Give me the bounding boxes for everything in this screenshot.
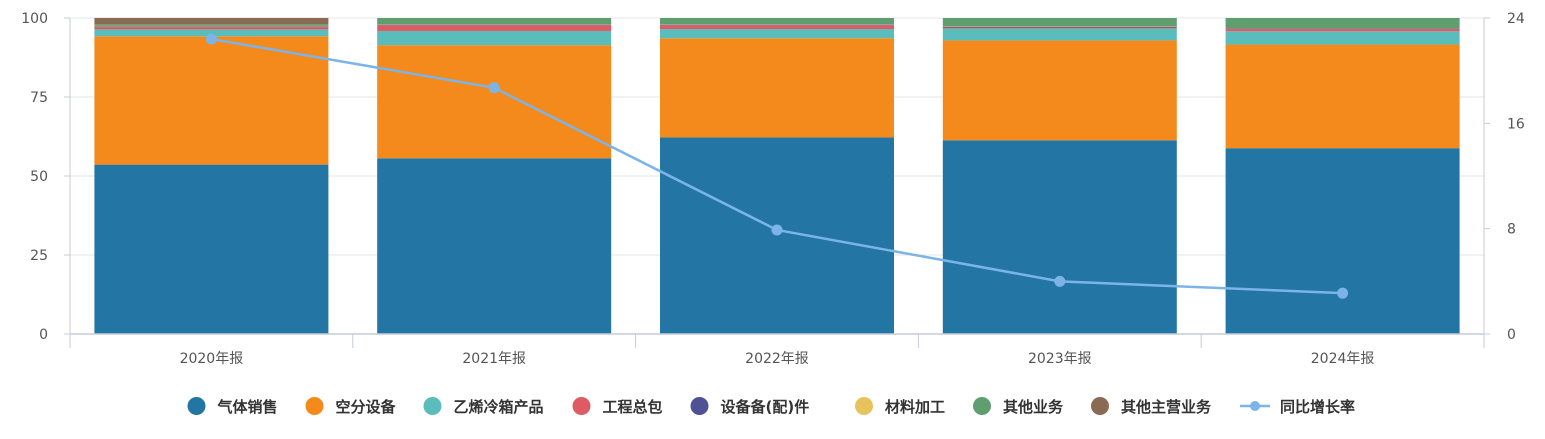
bar-segment[interactable]	[1225, 28, 1460, 30]
legend-label: 其他主营业务	[1121, 398, 1212, 416]
legend-item[interactable]: 空分设备	[305, 397, 397, 416]
legend-marker-icon	[572, 397, 591, 415]
bar-segment[interactable]	[94, 24, 329, 26]
legend-item[interactable]: 工程总包	[572, 397, 663, 416]
bar-segment[interactable]	[377, 18, 612, 25]
growth-rate-point[interactable]	[1054, 275, 1066, 287]
bar-segment[interactable]	[94, 26, 329, 28]
x-tick-label: 2022年报	[745, 351, 809, 367]
bar-segment[interactable]	[377, 30, 612, 46]
growth-rate-point[interactable]	[1337, 287, 1349, 299]
bar-segment[interactable]	[660, 24, 894, 26]
legend-item[interactable]: 乙烯冷箱产品	[423, 397, 544, 416]
bar-segment[interactable]	[1225, 18, 1460, 29]
bar-segment[interactable]	[94, 29, 329, 37]
bar-segment[interactable]	[377, 25, 612, 31]
growth-rate-point[interactable]	[205, 33, 217, 45]
legend-label: 乙烯冷箱产品	[454, 398, 544, 416]
bar-segment[interactable]	[942, 140, 1177, 334]
bar-segment[interactable]	[942, 27, 1177, 29]
legend-item[interactable]: 气体销售	[187, 397, 278, 416]
bar-segment[interactable]	[942, 28, 1177, 41]
bar-segment[interactable]	[1225, 31, 1460, 45]
legend-marker-icon	[973, 397, 991, 415]
bar-segment[interactable]	[942, 40, 1177, 141]
legend-item[interactable]: 同比增长率	[1240, 398, 1355, 416]
legend-label: 工程总包	[603, 398, 663, 416]
legend-marker-icon	[1091, 397, 1109, 415]
legend-marker-icon	[423, 397, 442, 415]
growth-rate-point[interactable]	[771, 224, 783, 236]
y-right-tick-label: 8	[1507, 222, 1516, 238]
growth-rate-line-group	[205, 33, 1349, 299]
legend-marker-icon	[855, 397, 873, 415]
bar-segment[interactable]	[942, 18, 1177, 27]
y-right-tick-label: 0	[1507, 327, 1516, 343]
legend-label: 设备备(配)件	[721, 398, 810, 416]
legend-item[interactable]: 设备备(配)件	[690, 397, 810, 416]
bar-segment[interactable]	[94, 25, 329, 27]
bar-segment[interactable]	[377, 24, 612, 26]
bar-segment[interactable]	[94, 27, 329, 30]
legend-label: 空分设备	[336, 398, 397, 416]
bar-segment[interactable]	[660, 38, 894, 138]
y-left-tick-label: 25	[30, 248, 48, 264]
bar-segment[interactable]	[94, 36, 329, 165]
legend-item[interactable]: 其他业务	[973, 397, 1064, 416]
legend-marker-icon	[305, 397, 324, 415]
bar-segment[interactable]	[660, 29, 894, 39]
legend-label: 材料加工	[885, 398, 945, 416]
y-right-tick-label: 24	[1507, 11, 1525, 27]
y-left-tick-label: 0	[39, 327, 48, 343]
x-tick-label: 2023年报	[1028, 351, 1092, 367]
y-right-tick-label: 16	[1507, 116, 1525, 132]
bar-segment[interactable]	[94, 164, 329, 334]
x-tick-label: 2024年报	[1311, 351, 1375, 367]
x-tick-label: 2020年报	[180, 351, 244, 367]
legend-item[interactable]: 材料加工	[855, 397, 945, 416]
legend-item[interactable]: 其他主营业务	[1091, 397, 1212, 416]
bar-series-group	[94, 18, 1460, 334]
x-tick-label: 2021年报	[462, 351, 526, 367]
bar-segment[interactable]	[660, 18, 894, 25]
bar-segment[interactable]	[942, 26, 1177, 28]
bar-segment[interactable]	[1225, 44, 1460, 149]
legend-label: 气体销售	[217, 398, 278, 416]
axes-group: 2020年报 2021年报 2022年报 2023年报 2024年报 0 25 50 75 100…	[21, 11, 1525, 367]
legend-label: 同比增长率	[1280, 398, 1355, 416]
bar-segment[interactable]	[377, 158, 612, 334]
bar-segment[interactable]	[1225, 148, 1460, 334]
bar-segment[interactable]	[660, 25, 894, 30]
bar-segment[interactable]	[94, 18, 329, 25]
growth-rate-point[interactable]	[488, 82, 500, 94]
bar-segment[interactable]	[660, 137, 894, 334]
bar-segment[interactable]	[1225, 29, 1460, 32]
legend-label: 其他业务	[1003, 398, 1064, 416]
bar-segment[interactable]	[377, 45, 612, 159]
y-left-tick-label: 75	[30, 90, 48, 106]
y-left-tick-label: 50	[30, 169, 48, 185]
legend-marker-icon	[690, 397, 709, 415]
legend-marker-icon	[187, 397, 206, 415]
legend[interactable]: 气体销售 空分设备 乙烯冷箱产品 工程总包 设备备(配)件 材料加工 其他业务 其他主营业务 同…	[187, 397, 1356, 416]
legend-line-marker-icon	[1250, 401, 1260, 411]
y-left-tick-label: 100	[21, 11, 48, 27]
